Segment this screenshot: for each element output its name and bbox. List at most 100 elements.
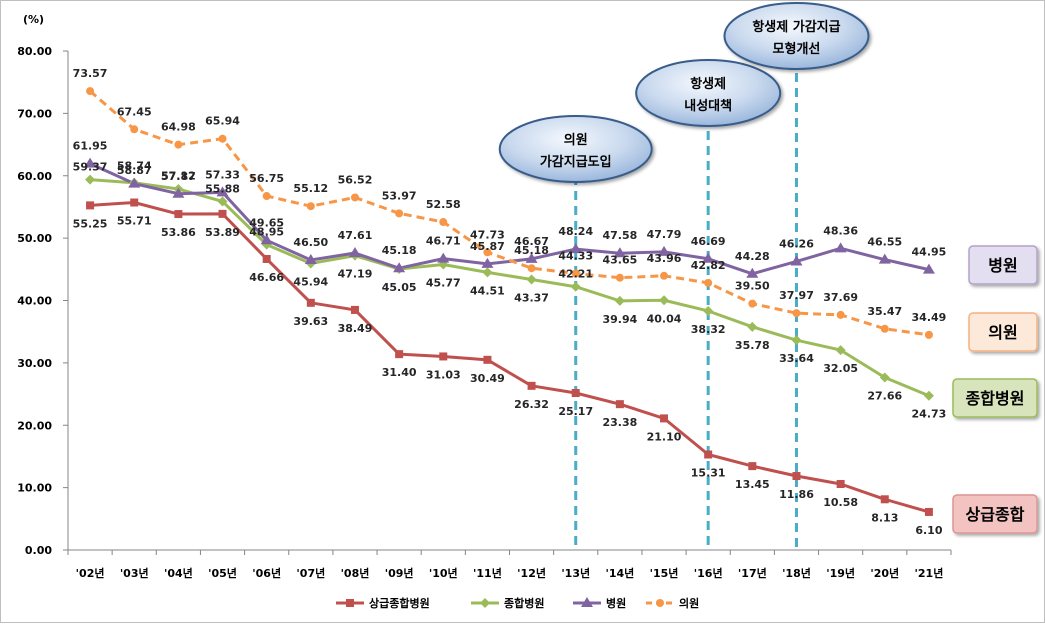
legend-item: 병원 (573, 596, 626, 610)
clinic-data-label: 52.58 (426, 198, 461, 211)
hospital-data-point (172, 187, 185, 198)
hospital-data-label: 57.12 (161, 170, 196, 183)
tertiary-hospital-data-label: 55.71 (117, 215, 152, 228)
side-label-box (968, 312, 1038, 352)
legend-marker (656, 599, 664, 607)
y-tick-label: 80.00 (17, 45, 52, 58)
clinic-data-label: 43.96 (647, 252, 682, 265)
tertiary-hospital-data-label: 11.86 (779, 488, 814, 501)
clinic-data-point (306, 202, 315, 211)
bubble-shape (498, 115, 653, 183)
hospital-data-point (525, 252, 538, 263)
hospital-data-label: 46.50 (293, 236, 328, 249)
clinic-data-point (924, 330, 933, 339)
clinic-data-label: 55.12 (293, 182, 328, 195)
general-hospital-data-label: 43.37 (514, 291, 549, 304)
x-tick-label: '19년 (826, 566, 855, 580)
tertiary-hospital-data-point (218, 209, 227, 218)
clinic-data-point (86, 87, 95, 96)
tertiary-hospital-data-label: 31.03 (426, 368, 461, 381)
x-tick-label: '13년 (561, 566, 590, 580)
hospital-data-label: 47.58 (602, 229, 637, 242)
x-tick-label: '03년 (120, 566, 149, 580)
tertiary-hospital-data-point (306, 298, 315, 307)
tertiary-hospital-data-point (130, 198, 139, 207)
tertiary-hospital-data-label: 8.13 (871, 511, 898, 524)
legend-label: 병원 (606, 596, 626, 610)
clinic-data-label: 37.97 (779, 289, 814, 302)
legend-item: 상급종합병원 (336, 596, 430, 610)
bubble-text: 의원 (564, 132, 588, 148)
clinic-data-label: 64.98 (161, 121, 196, 134)
tertiary-hospital-data-label: 13.45 (735, 478, 770, 491)
y-tick-label: 40.00 (17, 295, 52, 308)
tertiary-hospital-data-label: 25.17 (558, 405, 593, 418)
hospital-data-point (128, 177, 141, 188)
bubble-shape (723, 2, 870, 70)
hospital-data-label: 48.24 (558, 225, 593, 238)
clinic-data-label: 42.82 (691, 259, 726, 272)
bubble-text: 모형개선 (773, 41, 821, 57)
general-hospital-data-label: 58.87 (117, 164, 152, 177)
tertiary-hospital-data-label: 23.38 (602, 416, 637, 429)
tertiary-hospital-data-label: 21.10 (647, 430, 682, 443)
tertiary-hospital-data-point (395, 350, 404, 359)
clinic-data-point (660, 271, 669, 280)
clinic-data-point (218, 134, 227, 143)
tertiary-hospital-data-point (439, 352, 448, 361)
hospital-data-label: 58.74 (117, 160, 152, 173)
legend-label: 의원 (679, 596, 699, 610)
legend-item: 종합병원 (471, 596, 544, 610)
clinic-data-label: 65.94 (205, 115, 240, 128)
hospital-data-label: 61.95 (73, 140, 108, 153)
hospital-data-label: 46.71 (426, 235, 461, 248)
tertiary-hospital-data-point (174, 210, 183, 219)
y-tick-label: 20.00 (17, 419, 52, 432)
tertiary-hospital-data-label: 10.58 (823, 496, 858, 509)
clinic-data-point (395, 209, 404, 218)
legend-item: 의원 (646, 596, 699, 610)
y-tick-label: 50.00 (17, 232, 52, 245)
general-hospital-data-point (659, 295, 670, 306)
legend-label: 종합병원 (504, 596, 544, 610)
series-side-label: 의원 (968, 312, 1038, 352)
general-hospital-data-label: 45.77 (426, 277, 461, 290)
x-tick-label: '08년 (341, 566, 370, 580)
clinic-data-label: 53.97 (382, 189, 417, 202)
x-tick-label: '07년 (296, 566, 325, 580)
series-side-label: 병원 (968, 245, 1038, 285)
clinic-data-point (571, 269, 580, 278)
x-tick-label: '06년 (252, 566, 281, 580)
clinic-data-point (792, 309, 801, 318)
general-hospital-data-label: 33.64 (779, 352, 814, 365)
tertiary-hospital-data-label: 46.66 (249, 271, 284, 284)
general-hospital-data-label: 24.73 (912, 408, 947, 421)
tertiary-hospital-data-label: 26.32 (514, 398, 549, 411)
hospital-data-point (569, 243, 582, 254)
legend-marker (346, 599, 354, 607)
general-hospital-data-point (703, 305, 714, 316)
general-hospital-data-label: 39.94 (602, 313, 637, 326)
tertiary-hospital-data-point (836, 480, 845, 489)
hospital-data-point (304, 253, 317, 264)
general-hospital-data-label: 47.19 (338, 268, 373, 281)
tertiary-hospital-data-point (262, 254, 271, 263)
tertiary-hospital-data-point (615, 400, 624, 409)
clinic-data-label: 39.50 (735, 280, 770, 293)
tertiary-hospital-data-point (571, 389, 580, 398)
tertiary-hospital-series-line (89, 201, 930, 514)
tertiary-hospital-data-label: 53.86 (161, 226, 196, 239)
x-tick-label: '10년 (429, 566, 458, 580)
clinic-data-point (836, 310, 845, 319)
legend: 상급종합병원 종합병원 병원 의원 (336, 596, 699, 610)
general-hospital-data-point (570, 281, 581, 292)
general-hospital-data-label: 45.05 (382, 281, 417, 294)
y-tick-label: 60.00 (17, 170, 52, 183)
tertiary-hospital-data-point (527, 381, 536, 390)
general-hospital-data-point (923, 390, 934, 401)
hospital-data-label: 57.33 (205, 168, 240, 181)
x-tick-label: '02년 (76, 566, 105, 580)
